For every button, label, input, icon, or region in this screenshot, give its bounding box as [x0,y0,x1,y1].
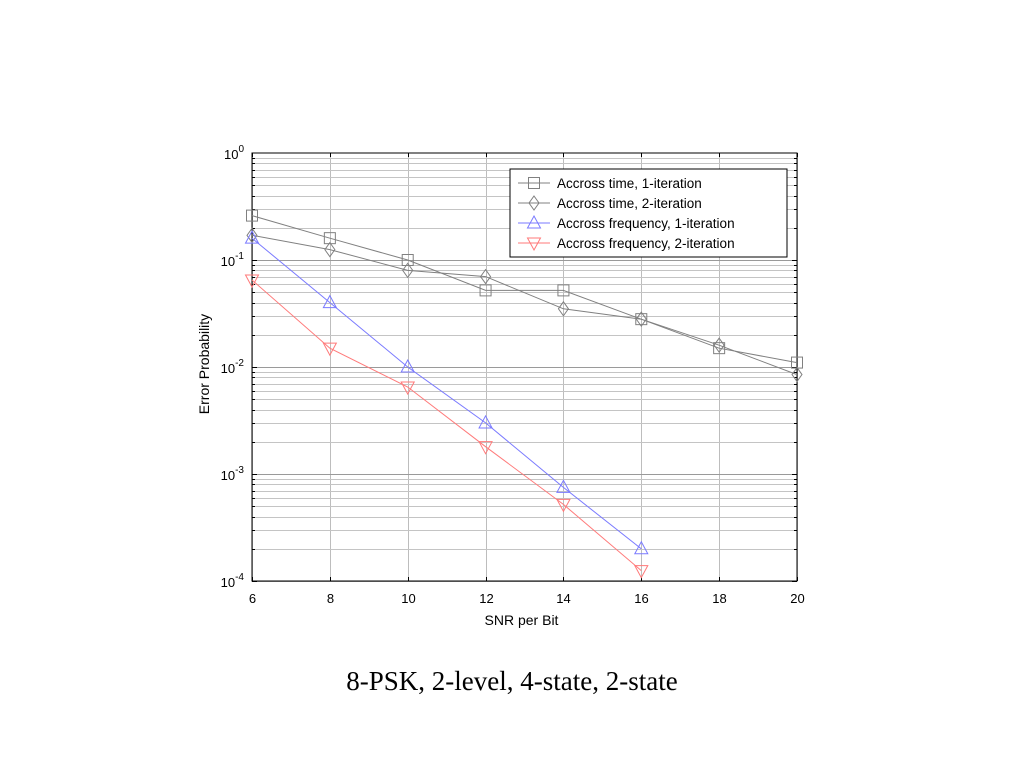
series-layer [244,209,803,579]
series-1-marker [323,232,336,245]
series-3-marker [322,294,338,309]
series-3-marker [400,358,416,373]
x-axis-label: SNR per Bit [485,612,559,628]
y-tick-base: 10 [221,254,235,269]
series-2-marker [791,366,803,383]
series-line-4 [251,279,642,571]
series-line-1 [251,215,798,364]
series-2-marker [479,268,492,285]
series-1-marker [557,284,570,297]
legend-box [509,168,788,258]
series-4-marker [478,441,493,455]
legend-marker [526,237,542,252]
series-1-marker [713,342,726,355]
series-2-marker [246,227,258,244]
y-tick-label: 10-1 [221,251,245,269]
y-tick-label: 100 [224,144,244,162]
series-3-marker [556,479,571,493]
series-line-3 [251,237,642,550]
y-tick-exponent: -2 [235,358,244,369]
series-1-marker [401,254,414,266]
y-tick-exponent: -1 [235,251,244,262]
legend-marker [526,214,542,229]
y-tick-label: 10-2 [221,358,245,376]
legend-label: Accross time, 1-iteration [557,176,702,191]
x-tick-label: 10 [401,591,415,606]
x-tick-label: 16 [634,591,648,606]
series-4-marker [556,498,571,513]
y-tick-label: 10-3 [221,465,245,483]
y-tick-exponent: 0 [238,144,244,155]
series-2-marker [635,311,647,328]
y-tick-base: 10 [221,575,235,590]
series-2-marker [402,262,414,279]
x-tick-label: 20 [790,591,804,606]
series-3-marker [478,414,493,429]
series-3-marker [244,230,260,244]
series-line-2 [251,234,798,376]
y-axis-label: Error Probability [196,314,212,414]
series-4-marker [322,342,338,357]
legend-label: Accross frequency, 1-iteration [557,216,735,231]
legend: Accross time, 1-iteration Accross time, 2… [509,168,788,258]
y-tick-exponent: -3 [235,465,244,476]
y-tick-base: 10 [224,147,238,162]
y-tick-base: 10 [221,361,235,376]
x-tick-label: 18 [712,591,726,606]
legend-label: Accross frequency, 2-iteration [557,236,735,251]
legend-marker [528,177,540,189]
series-4-marker [244,274,260,289]
series-2-marker [713,337,725,354]
x-tick-label: 14 [556,591,570,606]
series-1-marker [479,284,492,297]
series-4-marker [400,381,416,396]
slide-caption: 8-PSK, 2-level, 4-state, 2-state [346,666,678,696]
series-1-marker [791,356,803,369]
x-tick-label: 8 [327,591,334,606]
y-tick-exponent: -4 [235,572,244,583]
series-1-marker [246,209,258,222]
series-2-marker [557,300,570,317]
series-3-marker [633,540,649,555]
y-tick-label: 10-4 [221,572,245,590]
series-4-marker [633,565,649,579]
series-2-marker [324,241,336,258]
legend-marker [528,195,540,211]
x-tick-label: 6 [249,591,256,606]
y-tick-base: 10 [221,468,235,483]
tick-layer [252,153,798,582]
legend-label: Accross time, 2-iteration [557,196,702,211]
x-tick-label: 12 [479,591,493,606]
